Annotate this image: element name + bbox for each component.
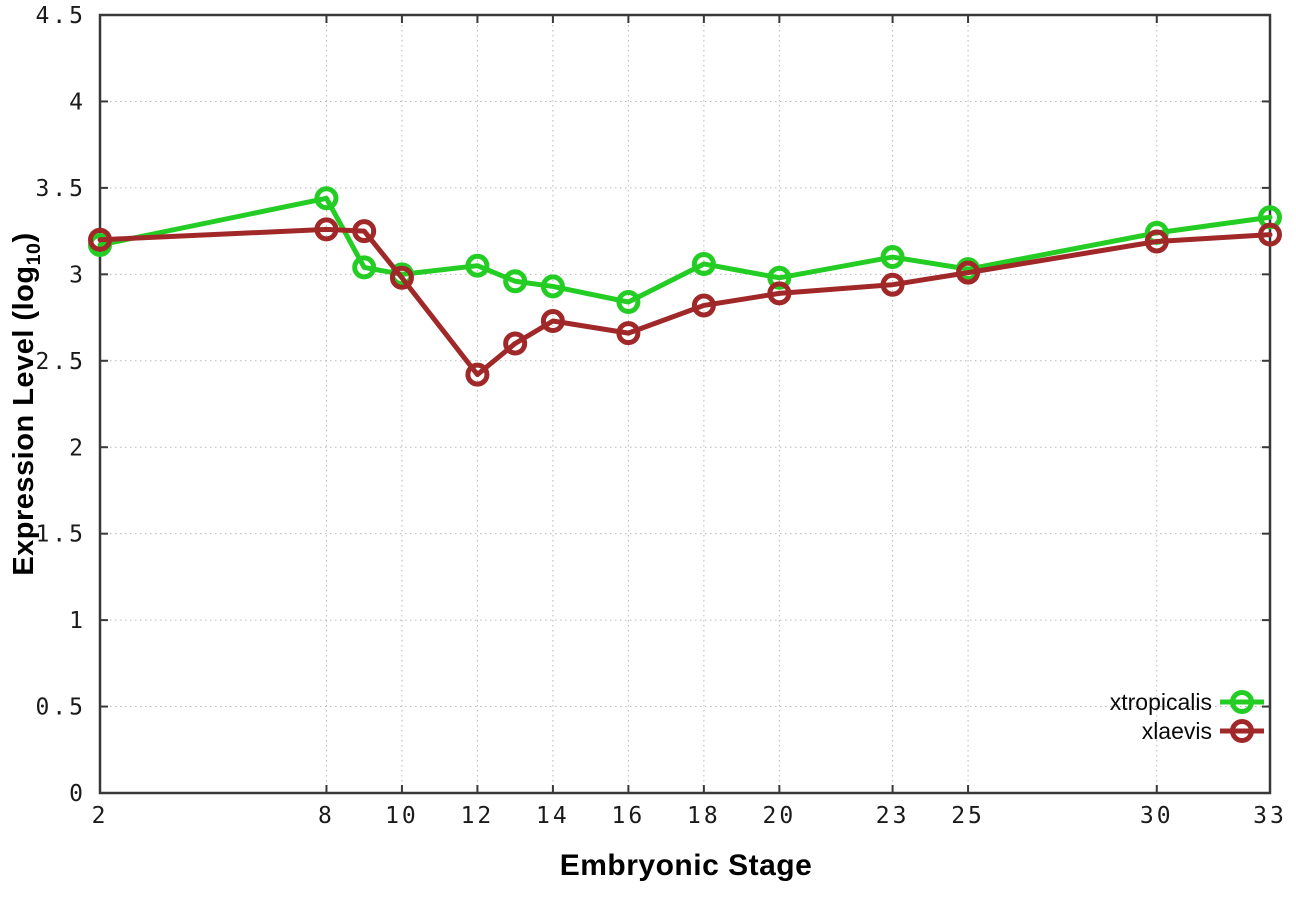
y-tick-label: 1.5 — [35, 522, 86, 548]
legend-sample-marker-xtropicalis — [1230, 690, 1254, 714]
series-marker-xtropicalis — [691, 251, 716, 276]
series-marker-xlaevis — [503, 331, 528, 356]
x-tick-label: 10 — [385, 803, 419, 829]
series-marker-xlaevis — [540, 309, 565, 334]
series-marker-xlaevis — [88, 227, 112, 252]
x-tick-label: 16 — [612, 803, 646, 829]
series-marker-xlaevis — [880, 272, 905, 297]
x-tick-label: 20 — [763, 803, 797, 829]
series-marker-xlaevis — [1144, 229, 1169, 254]
y-tick-label: 0 — [69, 781, 86, 807]
series-marker-xtropicalis — [503, 269, 528, 294]
series-marker-xlaevis — [465, 362, 490, 387]
series-marker-xlaevis — [616, 321, 641, 346]
y-axis-title: Expression Level (log10) — [8, 232, 46, 575]
y-tick-label: 4 — [69, 89, 86, 115]
x-tick-label: 18 — [687, 803, 721, 829]
y-tick-label: 0.5 — [35, 695, 86, 721]
x-tick-label: 33 — [1253, 803, 1287, 829]
series-line-xlaevis — [97, 226, 1273, 378]
legend-label-xlaevis: xlaevis — [1142, 718, 1212, 744]
x-tick-label: 8 — [318, 803, 335, 829]
x-tick-label: 23 — [876, 803, 910, 829]
series-marker-xlaevis — [389, 265, 414, 290]
y-tick-label: 3.5 — [35, 176, 86, 202]
x-tick-label: 30 — [1140, 803, 1174, 829]
x-tick-label: 2 — [92, 803, 109, 829]
x-tick-label: 25 — [951, 803, 985, 829]
series-marker-xtropicalis — [314, 186, 339, 211]
legend-sample-marker-xlaevis — [1230, 719, 1254, 743]
series-marker-xtropicalis — [540, 274, 565, 299]
plot-frame — [98, 13, 1272, 795]
y-tick-label: 1 — [69, 608, 86, 634]
series-marker-xtropicalis — [616, 289, 641, 314]
y-axis-title-subscript: 10 — [22, 242, 45, 266]
series-marker-xtropicalis — [880, 245, 905, 270]
series-marker-xlaevis — [352, 219, 377, 244]
y-tick-label: 3 — [69, 262, 86, 288]
series-marker-xlaevis — [767, 281, 792, 306]
x-tick-label: 12 — [461, 803, 495, 829]
series-marker-xlaevis — [314, 217, 339, 242]
series-marker-xtropicalis — [352, 255, 377, 280]
series-marker-xlaevis — [1258, 222, 1282, 247]
series-marker-xlaevis — [956, 260, 981, 285]
y-axis-title-close: ) — [8, 232, 41, 243]
series-marker-xlaevis — [691, 293, 716, 318]
series-marker-xtropicalis — [767, 265, 792, 290]
legend-label-xtropicalis: xtropicalis — [1110, 689, 1212, 715]
series-marker-xtropicalis — [465, 253, 490, 278]
x-tick-label: 14 — [536, 803, 570, 829]
x-axis-title: Embryonic Stage — [559, 849, 813, 882]
series-line-xtropicalis — [97, 195, 1273, 305]
y-tick-label: 2.5 — [35, 349, 86, 375]
y-tick-label: 2 — [69, 435, 86, 461]
y-tick-label: 4.5 — [35, 3, 86, 29]
y-axis-title-text: Expression Level (log — [8, 265, 41, 576]
